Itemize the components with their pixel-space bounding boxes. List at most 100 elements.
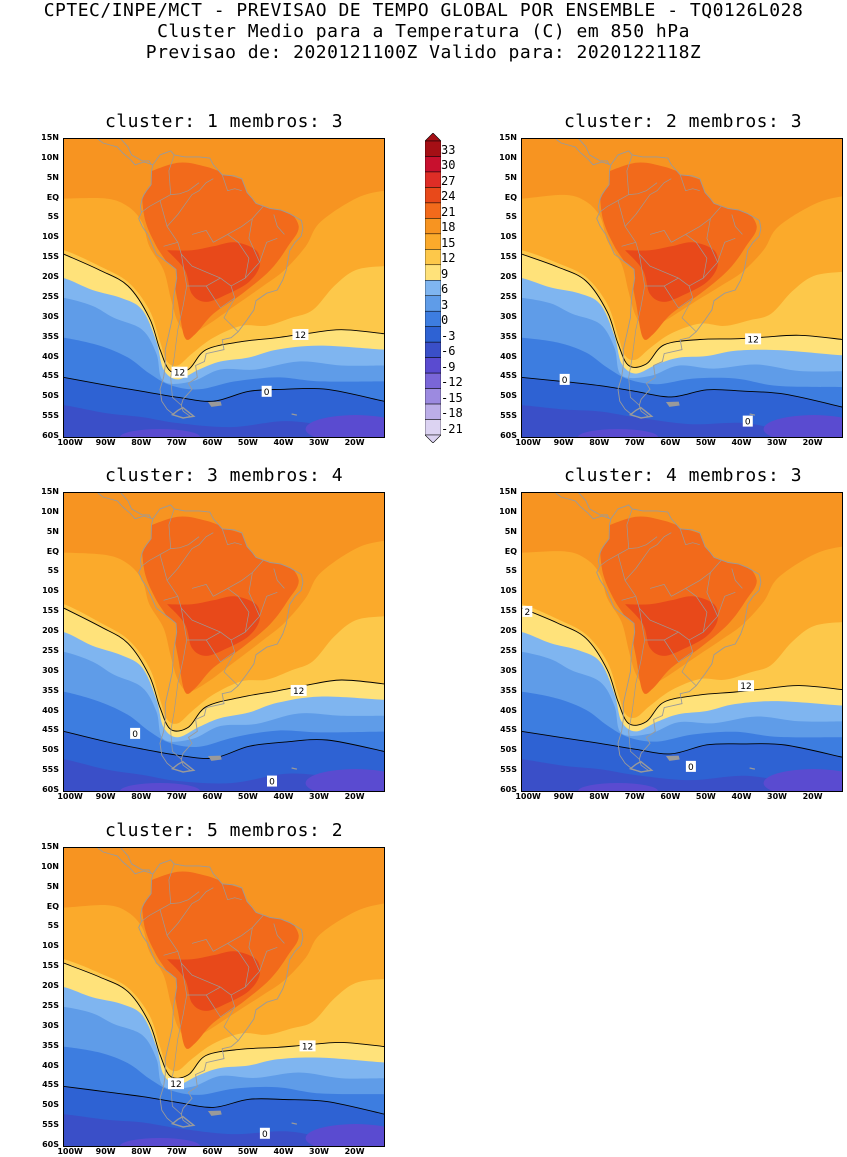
coastline xyxy=(555,493,612,520)
lat-tick-label: EQ xyxy=(504,192,517,202)
lat-tick-label: 60S xyxy=(42,431,59,440)
contour-label: 12 xyxy=(302,1042,313,1052)
lat-tick-label: 15N xyxy=(499,487,517,496)
country-border xyxy=(221,883,242,901)
temperature-fill-minus9 xyxy=(578,783,658,791)
lat-tick-label: 5S xyxy=(47,566,59,576)
lon-tick-label: 70W xyxy=(166,1147,187,1156)
lat-tick-label: 30S xyxy=(42,311,59,321)
lat-tick-label: 25S xyxy=(42,291,59,301)
colorbar-swatch xyxy=(424,249,442,266)
lon-tick-label: 90W xyxy=(95,792,116,801)
lat-tick-label: 20S xyxy=(42,981,59,991)
country-border xyxy=(227,234,250,279)
tierra-del-fuego xyxy=(628,406,654,419)
lat-tick-label: 15S xyxy=(42,252,59,262)
colorbar-swatch xyxy=(424,419,442,436)
lat-tick-label: 40S xyxy=(42,351,59,361)
colorbar-swatch xyxy=(424,233,442,250)
lat-tick-label: 15S xyxy=(500,606,517,616)
lat-tick-label: 5N xyxy=(504,526,517,536)
colorbar-swatch xyxy=(424,171,442,188)
contour-label: 12 xyxy=(174,369,185,379)
contour-label: 12 xyxy=(295,331,306,341)
country-border xyxy=(221,528,242,546)
country-border xyxy=(671,218,711,243)
country-border xyxy=(731,568,743,589)
lat-tick-label: 55S xyxy=(500,411,517,421)
colorbar-label: 27 xyxy=(441,173,456,188)
colorbar-top-arrow xyxy=(424,132,442,142)
contour-line-12 xyxy=(522,253,842,368)
country-border xyxy=(159,891,200,936)
lon-tick-label: 70W xyxy=(624,438,645,447)
contour-label-bg xyxy=(745,333,762,345)
lat-tick-label: 30S xyxy=(500,665,517,675)
lat-tick-label: 25S xyxy=(500,645,517,655)
colorbar-label: 15 xyxy=(441,235,456,250)
country-border xyxy=(163,950,178,956)
country-border xyxy=(170,285,188,406)
contour-label: 0 xyxy=(688,763,694,773)
temperature-map: 12 12 0 xyxy=(63,847,385,1147)
lat-tick-label: 35S xyxy=(42,331,59,341)
country-border xyxy=(598,200,619,213)
country-border xyxy=(140,554,161,567)
country-border xyxy=(679,174,700,192)
contour-label: 2 xyxy=(524,608,530,618)
lat-tick-label: 25S xyxy=(42,645,59,655)
colorbar-bottom-arrow xyxy=(424,434,442,444)
coastline xyxy=(138,150,304,419)
colorbar-swatch xyxy=(424,295,442,312)
temperature-fill-minus9 xyxy=(120,1138,200,1146)
country-border xyxy=(205,285,235,309)
colorbar-label: 30 xyxy=(441,158,456,173)
country-border xyxy=(170,639,188,760)
country-border xyxy=(688,591,736,641)
country-border xyxy=(191,229,214,243)
country-border xyxy=(685,588,708,633)
tierra-del-fuego xyxy=(628,760,654,773)
lat-tick-label: 15S xyxy=(42,606,59,616)
contour-label-bg xyxy=(559,373,570,385)
lon-tick-label: 30W xyxy=(309,792,329,801)
country-border xyxy=(213,218,253,243)
country-border xyxy=(230,237,278,287)
lon-tick-label: 40W xyxy=(731,438,752,447)
country-border xyxy=(598,554,619,567)
colorbar-swatch xyxy=(424,140,442,157)
contour-label-bg xyxy=(168,1078,184,1090)
coastline xyxy=(596,150,762,419)
lat-tick-label: 5S xyxy=(505,566,517,576)
contour-line-0 xyxy=(522,730,842,758)
country-border xyxy=(706,560,722,617)
lat-tick-label: 20S xyxy=(42,272,59,282)
contour-label-bg xyxy=(299,1040,316,1052)
falkland-islands xyxy=(207,755,222,761)
lat-tick-label: 15N xyxy=(41,487,59,496)
country-border xyxy=(159,536,200,581)
lat-tick-label: 55S xyxy=(42,411,59,421)
country-border xyxy=(649,229,672,243)
lon-tick-label: 80W xyxy=(589,792,610,801)
temperature-fill-minus9 xyxy=(763,415,842,437)
temperature-fill-minus9 xyxy=(120,783,200,791)
contour-label-bg xyxy=(259,1127,270,1139)
coastline xyxy=(138,504,304,773)
country-border xyxy=(221,174,242,192)
contour-line-0 xyxy=(522,376,842,408)
south-georgia xyxy=(749,413,756,416)
lat-tick-label: 40S xyxy=(42,705,59,715)
lat-tick-label: 40S xyxy=(500,705,517,715)
lat-tick-label: 45S xyxy=(500,725,517,735)
lat-tick-label: 30S xyxy=(42,1020,59,1030)
lon-tick-label: 60W xyxy=(202,792,223,801)
country-border xyxy=(628,639,646,760)
lat-tick-label: 50S xyxy=(500,745,517,755)
lat-tick-label: 35S xyxy=(42,685,59,695)
colorbar-label: -15 xyxy=(441,390,463,405)
country-border xyxy=(624,532,697,686)
lat-tick-label: 15N xyxy=(499,133,517,142)
coastline xyxy=(119,848,152,874)
lat-tick-label: 20S xyxy=(500,272,517,282)
